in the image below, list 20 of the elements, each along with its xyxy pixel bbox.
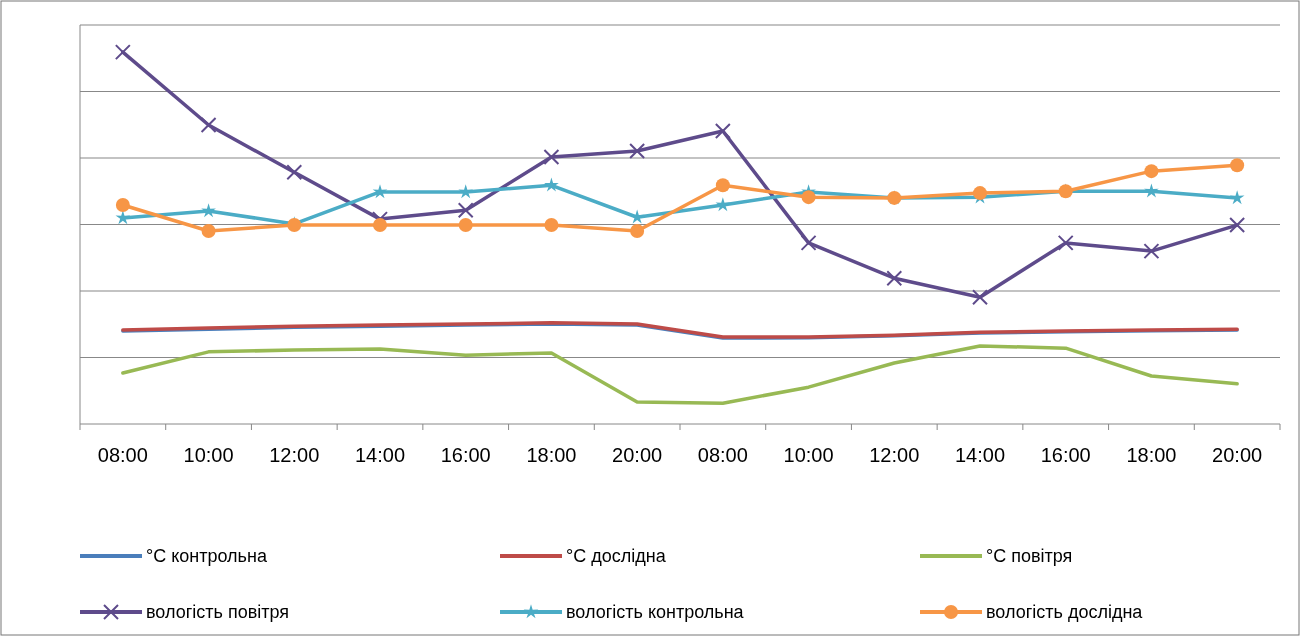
x-tick-label: 18:00 (1126, 444, 1177, 466)
x-tick-label: 08:00 (697, 444, 748, 466)
x-tick-label: 12:00 (869, 444, 920, 466)
x-tick-label: 14:00 (354, 444, 406, 466)
x-tick-label: 16:00 (440, 444, 491, 466)
x-tick-label: 20:00 (612, 444, 663, 466)
legend-label: вологість дослідна (986, 602, 1144, 623)
x-tick-label: 12:00 (269, 444, 320, 466)
x-tick-label: 18:00 (526, 444, 577, 466)
legend-label: °C повітря (986, 546, 1073, 567)
x-tick-label: 08:00 (97, 444, 148, 466)
legend-label: вологість повітря (146, 602, 289, 623)
x-tick-label: 16:00 (1040, 444, 1091, 466)
x-tick-label: 10:00 (183, 444, 234, 466)
x-tick-label: 20:00 (1212, 444, 1263, 466)
legend-label: °C дослідна (566, 546, 667, 567)
x-tick-label: 14:00 (954, 444, 1006, 466)
legend-label: вологість контрольна (566, 602, 745, 623)
x-tick-label: 10:00 (783, 444, 834, 466)
legend-label: °C контрольна (146, 546, 268, 567)
